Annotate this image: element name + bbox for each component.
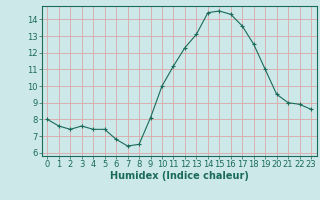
X-axis label: Humidex (Indice chaleur): Humidex (Indice chaleur) bbox=[110, 171, 249, 181]
